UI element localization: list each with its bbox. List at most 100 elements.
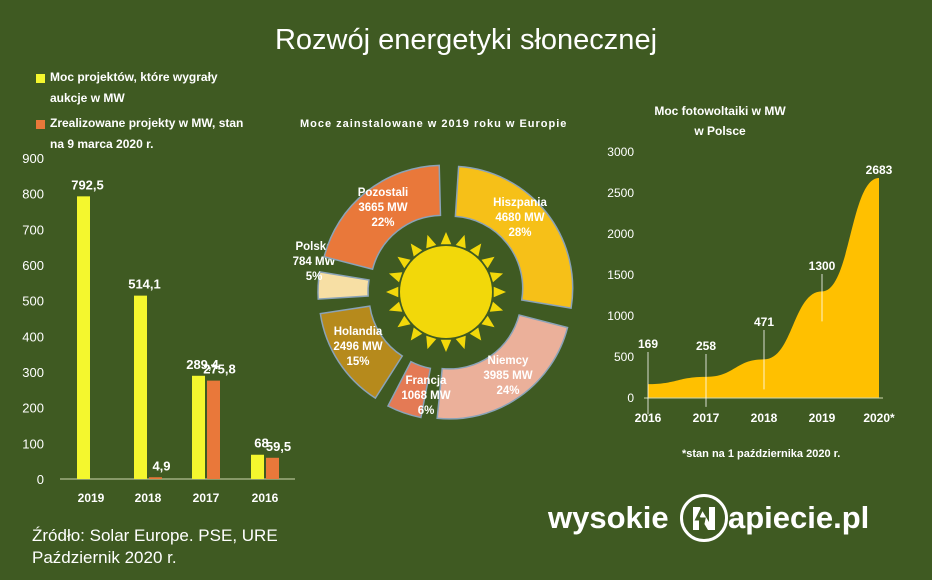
sun-disc xyxy=(400,246,492,338)
area-data-label: 471 xyxy=(754,315,774,329)
pie-label: 15% xyxy=(346,356,369,368)
pie-label: 6% xyxy=(418,405,435,417)
bar-y-tick-label: 800 xyxy=(22,187,44,202)
pie-label: 4680 MW xyxy=(495,212,544,224)
bar-y-tick-label: 500 xyxy=(22,294,44,309)
pie-slice-francja xyxy=(386,360,432,419)
source-line-1: Źródło: Solar Europe. PSE, URE xyxy=(32,526,278,545)
area-y-tick-label: 2000 xyxy=(607,227,634,241)
sun-ray xyxy=(426,335,437,350)
pie-label: 24% xyxy=(496,385,519,397)
bar-auctions-2018 xyxy=(134,295,147,479)
pie-label: 5% xyxy=(306,271,323,283)
source-line-2: Październik 2020 r. xyxy=(32,548,177,567)
sun-ray xyxy=(481,315,495,328)
pie-label: Hiszpania xyxy=(493,197,547,209)
pie-label: 3985 MW xyxy=(483,370,532,382)
legend-swatch-realized xyxy=(36,120,45,129)
area-y-tick-label: 2500 xyxy=(607,186,634,200)
pie-slice-holandia xyxy=(319,305,404,400)
sun-ray xyxy=(397,315,411,328)
pie-label: 3665 MW xyxy=(358,202,407,214)
bar-y-tick-label: 400 xyxy=(22,329,44,344)
sun-ray xyxy=(410,243,423,257)
area-fill xyxy=(648,177,879,398)
pie-label: 2496 MW xyxy=(333,341,382,353)
area-data-label: 1300 xyxy=(809,259,836,273)
pie-label: Francja xyxy=(406,375,448,387)
bar-realized-2017 xyxy=(207,380,220,479)
sun-ray xyxy=(469,243,482,257)
bar-y-tick-label: 0 xyxy=(37,472,44,487)
legend-swatch-auctions xyxy=(36,74,45,83)
area-data-label: 169 xyxy=(638,337,658,351)
sun-ray xyxy=(440,232,452,245)
sun-ray xyxy=(440,339,452,352)
bar-realized-2018 xyxy=(149,477,162,479)
bar-auctions-2019 xyxy=(77,196,90,479)
bar-auctions-2017 xyxy=(192,375,205,479)
bar-data-label: 275,8 xyxy=(203,362,236,377)
sun-ray xyxy=(410,327,423,341)
area-y-tick-label: 3000 xyxy=(607,145,634,159)
bar-y-tick-label: 600 xyxy=(22,258,44,273)
area-x-tick-label: 2018 xyxy=(751,411,778,425)
bar-y-tick-label: 900 xyxy=(22,151,44,166)
legend-label-realized-line1: Zrealizowane projekty w MW, stan xyxy=(50,116,244,130)
pie-label: Niemcy xyxy=(488,355,530,367)
sun-ray xyxy=(388,301,403,312)
pie-label: 22% xyxy=(371,217,394,229)
sun-ray xyxy=(397,256,411,269)
sun-icon xyxy=(386,232,506,352)
brand-text-part1: wysokie xyxy=(548,500,669,535)
sun-ray xyxy=(489,301,504,312)
area-x-tick-label: 2020* xyxy=(863,411,895,425)
bar-y-tick-label: 200 xyxy=(22,401,44,416)
lightning-n-icon xyxy=(680,494,728,542)
pie-slice-pozostali xyxy=(323,164,442,271)
bar-x-tick-label: 2017 xyxy=(193,491,220,505)
bar-y-tick-label: 700 xyxy=(22,222,44,237)
sun-ray xyxy=(489,272,504,283)
brand-text-part2: apiecie.pl xyxy=(728,500,870,535)
bar-x-tick-label: 2019 xyxy=(78,491,105,505)
area-chart-title-line1: Moc fotowoltaiki w MW xyxy=(654,104,786,118)
bar-y-tick-label: 300 xyxy=(22,365,44,380)
pie-chart-title: Moce zainstalowane w 2019 roku w Europie xyxy=(300,118,568,130)
area-y-tick-label: 1500 xyxy=(607,268,634,282)
pie-label: 28% xyxy=(508,227,531,239)
bar-data-label: 514,1 xyxy=(128,277,161,292)
bar-x-tick-label: 2016 xyxy=(252,491,279,505)
bar-data-label: 792,5 xyxy=(71,177,104,192)
bar-auctions-2016 xyxy=(251,454,264,479)
pie-label: Polska xyxy=(295,241,333,253)
bar-y-tick-label: 100 xyxy=(22,436,44,451)
area-data-label: 258 xyxy=(696,339,716,353)
pie-label: 784 MW xyxy=(293,256,336,268)
sun-ray xyxy=(481,256,495,269)
sun-ray xyxy=(455,234,466,249)
legend-label-auctions-line2: aukcje w MW xyxy=(50,91,125,105)
area-x-tick-label: 2017 xyxy=(693,411,720,425)
area-x-tick-label: 2016 xyxy=(635,411,662,425)
pie-slice-niemcy xyxy=(436,314,569,420)
page-title: Rozwój energetyki słonecznej xyxy=(274,24,658,56)
pie-label: 1068 MW xyxy=(401,390,450,402)
area-data-label: 2683 xyxy=(866,163,893,177)
bar-data-label: 68 xyxy=(254,436,268,451)
area-chart-title-line2: w Polsce xyxy=(694,124,746,138)
sun-ray xyxy=(493,286,506,298)
area-chart-footnote: *stan na 1 października 2020 r. xyxy=(682,448,841,460)
bar-data-label: 59,5 xyxy=(266,439,291,454)
pie-slice-hiszpania xyxy=(454,165,574,309)
pie-slice-polska xyxy=(317,270,370,300)
pie-label: Pozostali xyxy=(358,187,408,199)
area-x-tick-label: 2019 xyxy=(809,411,836,425)
sun-ray xyxy=(388,272,403,283)
bar-data-label: 289,4 xyxy=(186,357,219,372)
area-y-tick-label: 0 xyxy=(627,391,634,405)
